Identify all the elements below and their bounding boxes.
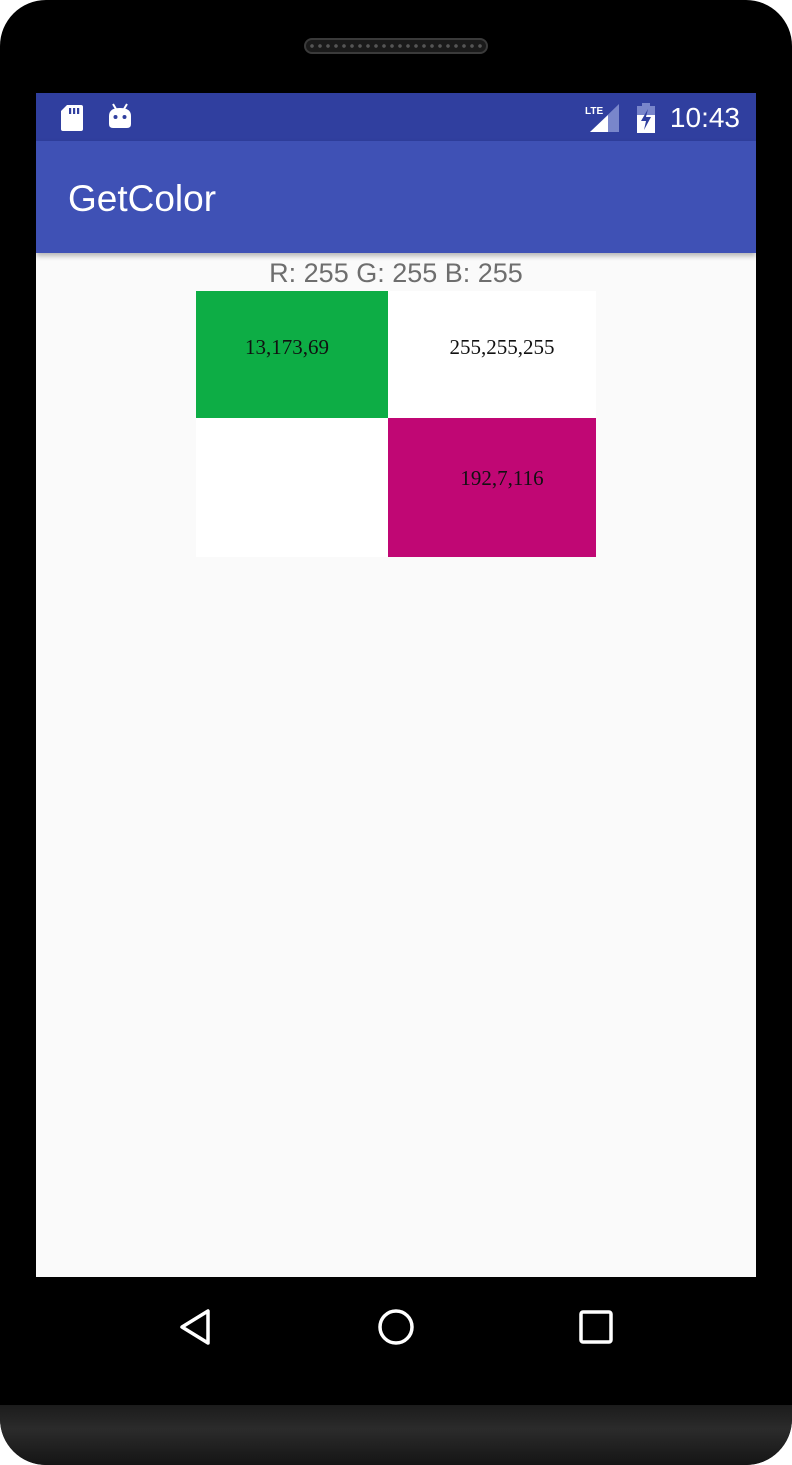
back-icon[interactable] xyxy=(172,1303,220,1351)
app-bar: GetColor xyxy=(36,141,756,253)
android-icon xyxy=(109,103,131,128)
color-cell-label: 255,255,255 xyxy=(449,335,555,359)
color-sample-image[interactable]: 13,173,69 255,255,255 192,7,116 xyxy=(196,291,596,557)
navigation-bar xyxy=(36,1277,756,1377)
sd-card-icon xyxy=(61,105,83,131)
app-title: GetColor xyxy=(68,178,217,219)
rgb-readout: R: 255 G: 255 B: 255 xyxy=(269,258,523,288)
color-cell-label: 192,7,116 xyxy=(460,466,544,490)
earpiece-speaker xyxy=(304,38,488,54)
screen: LTE 10:43 GetColor R: 255 G: 255 B: 255 … xyxy=(36,93,756,1277)
battery-charging-icon xyxy=(637,103,655,133)
color-cell-green[interactable]: 13,173,69 xyxy=(196,291,388,418)
status-bar: LTE 10:43 xyxy=(36,93,756,141)
color-cell-label: 13,173,69 xyxy=(245,335,329,359)
svg-text:LTE: LTE xyxy=(585,106,603,117)
color-cell-magenta[interactable]: 192,7,116 xyxy=(388,418,596,557)
color-cell-white-blank[interactable] xyxy=(196,418,388,557)
recent-apps-icon[interactable] xyxy=(572,1303,620,1351)
bottom-bezel xyxy=(0,1405,792,1465)
lte-signal-icon: LTE xyxy=(585,104,619,132)
status-clock: 10:43 xyxy=(669,102,740,133)
home-icon[interactable] xyxy=(372,1303,420,1351)
color-cell-white[interactable]: 255,255,255 xyxy=(388,291,596,418)
